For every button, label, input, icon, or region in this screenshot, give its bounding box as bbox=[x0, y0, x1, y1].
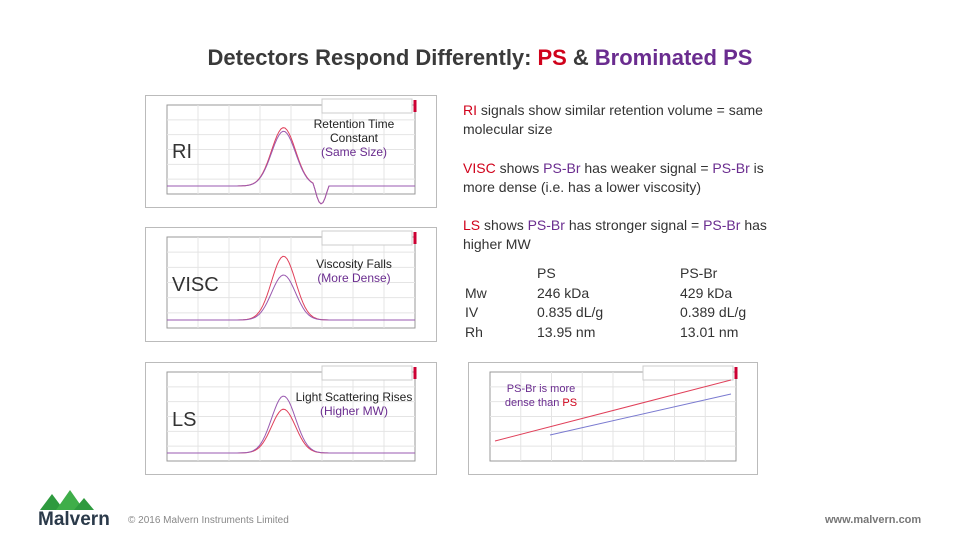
annotation-text: Retention Time Constant bbox=[313, 117, 395, 145]
row-label: Rh bbox=[465, 323, 483, 340]
column-header: PS bbox=[537, 265, 556, 281]
statement: RI signals show similar retention volume… bbox=[463, 101, 783, 139]
trace bbox=[167, 274, 415, 321]
statement-part: PS-Br bbox=[703, 217, 741, 233]
statement-part: PS-Br bbox=[712, 160, 750, 176]
panel-label: LS bbox=[172, 409, 197, 431]
cell: 246 kDa bbox=[537, 284, 590, 301]
row-label: Mw bbox=[465, 284, 487, 301]
statement-part: has weaker signal = bbox=[584, 160, 709, 176]
note-psbr: PS-Br bbox=[506, 383, 537, 395]
annotation-note: (More Dense) bbox=[317, 271, 391, 285]
cell: 0.389 dL/g bbox=[680, 304, 747, 320]
annotation-note: (Higher MW) bbox=[320, 404, 388, 418]
trace bbox=[167, 395, 415, 454]
annotation: Retention Time Constant (Same Size) bbox=[294, 117, 414, 159]
chart-screenshot bbox=[145, 362, 437, 475]
trace bbox=[549, 393, 732, 436]
cell: 429 kDa bbox=[680, 284, 733, 301]
title-ps: PS bbox=[537, 45, 567, 70]
statement-part: signals show similar retention volume = … bbox=[463, 102, 763, 137]
slide-title: Detectors Respond Differently: PS & Bromina… bbox=[0, 45, 960, 71]
annotation-text: Viscosity Falls bbox=[316, 257, 392, 271]
screenshot-legend bbox=[321, 230, 413, 246]
panel-label: RI bbox=[172, 141, 192, 163]
annotation-text: Light Scattering Rises bbox=[295, 390, 413, 404]
screenshot-legend bbox=[321, 365, 413, 381]
screenshot-legend bbox=[642, 365, 734, 381]
statement-part: RI bbox=[463, 102, 477, 118]
statement-part: has higher MW bbox=[463, 217, 767, 252]
title-lead: Detectors Respond Differently: bbox=[207, 45, 532, 70]
plot-note: PS-Br is more dense than PS bbox=[495, 382, 587, 410]
chart-screenshot bbox=[145, 95, 437, 208]
logo-text: Malvern bbox=[38, 509, 110, 530]
statement-part: PS-Br bbox=[527, 217, 565, 233]
screenshot-legend bbox=[321, 98, 413, 114]
statement-part: is more dense (i.e. has a lower viscosit… bbox=[463, 160, 764, 195]
title-brominated: Brominated PS bbox=[594, 45, 753, 70]
note-ps: PS bbox=[562, 397, 578, 409]
statement: VISC shows PS-Br has weaker signal = PS-… bbox=[463, 159, 783, 197]
annotation-note: (Same Size) bbox=[320, 145, 388, 159]
statement-part: shows bbox=[499, 160, 540, 176]
trace bbox=[494, 379, 732, 442]
statement-part: VISC bbox=[463, 160, 496, 176]
cell: 13.95 nm bbox=[537, 323, 596, 340]
note-text: is more dense than bbox=[504, 383, 576, 409]
title-amp: & bbox=[572, 45, 589, 70]
trace bbox=[167, 130, 415, 205]
website: www.malvern.com bbox=[825, 514, 922, 526]
panel-label: VISC bbox=[172, 274, 219, 296]
statement-part: shows bbox=[484, 217, 524, 233]
chart-screenshot bbox=[145, 227, 437, 342]
chart-screenshot bbox=[468, 362, 758, 475]
column-header: PS-Br bbox=[680, 265, 718, 281]
statement-part: has stronger signal = bbox=[568, 217, 700, 233]
statement-part: PS-Br bbox=[543, 160, 581, 176]
statement: LS shows PS-Br has stronger signal = PS-… bbox=[463, 216, 783, 254]
row-label: IV bbox=[465, 304, 479, 320]
annotation: Viscosity Falls (More Dense) bbox=[294, 257, 414, 285]
logo-mark bbox=[40, 490, 94, 510]
annotation: Light Scattering Rises (Higher MW) bbox=[294, 390, 414, 418]
copyright: © 2016 Malvern Instruments Limited bbox=[128, 515, 289, 526]
cell: 0.835 dL/g bbox=[537, 304, 604, 320]
statement-part: LS bbox=[463, 217, 481, 233]
cell: 13.01 nm bbox=[680, 323, 739, 340]
